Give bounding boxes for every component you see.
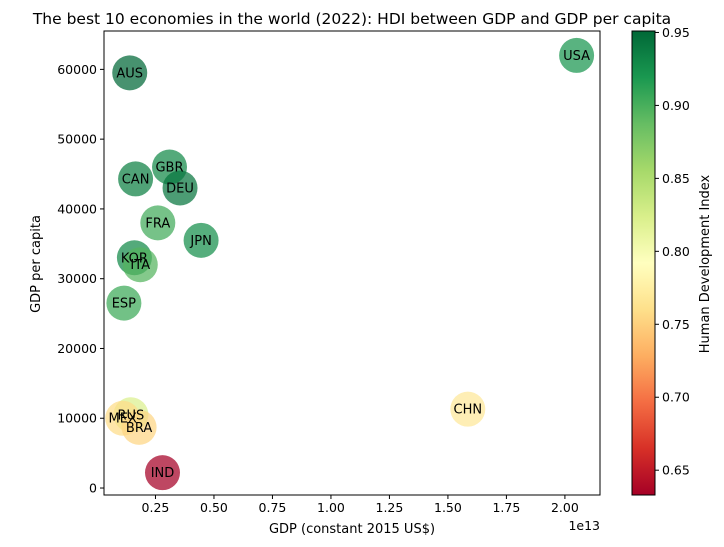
y-axis-label: GDP per capita [29,215,44,313]
bubble-label-deu: DEU [166,181,194,196]
colorbar-tick-label: 0.65 [662,463,690,478]
colorbar-gradient [631,30,656,496]
x-tick-label: 0.50 [200,500,228,515]
bubble-label-fra: FRA [145,216,170,231]
bubble-label-can: CAN [122,172,150,187]
x-tick-label: 0.25 [142,500,170,515]
bubble-label-mex: MEX [109,412,137,427]
bubble-aus [112,55,148,91]
x-tick-label: 2.00 [551,500,579,515]
colorbar-tick-label: 0.90 [662,98,690,113]
bubble-label-esp: ESP [112,297,136,312]
colorbar-tick-label: 0.85 [662,171,690,186]
bubble-chn [450,391,486,427]
bubble-label-ita: ITA [130,258,150,273]
bubble-bra [121,409,157,445]
y-tick-label: 40000 [57,201,97,216]
bubble-can [118,161,154,197]
y-tick-label: 20000 [57,341,97,356]
x-tick-label: 1.00 [317,500,345,515]
y-tick-label: 50000 [57,132,97,147]
bubble-fra [140,205,176,241]
chart-title: The best 10 economies in the world (2022… [32,10,671,28]
bubble-label-rus: RUS [117,408,144,423]
colorbar: 0.65 0.70 0.75 0.80 0.85 0.90 0.95 [631,25,690,496]
colorbar-tick-label: 0.75 [662,317,690,332]
bubble-deu [162,170,198,206]
colorbar-tick-label: 0.80 [662,244,690,259]
bubble-ind [144,455,180,491]
bubble-label-gbr: GBR [155,161,183,176]
x-tick-label: 1.75 [492,500,520,515]
bubble-label-ind: IND [151,466,175,481]
x-axis-offset-label: 1e13 [568,518,600,533]
y-tick-label: 0 [89,481,97,496]
bubble-ita [122,247,158,283]
x-axis-label: GDP (constant 2015 US$) [269,522,435,537]
colorbar-label: Human Development Index [698,174,713,353]
bubble-label-bra: BRA [126,421,152,436]
bubble-label-chn: CHN [454,403,483,418]
x-tick-label: 1.25 [376,500,404,515]
bubble-jpn [183,222,219,258]
colorbar-tick-label: 0.95 [662,25,690,40]
y-tick-label: 30000 [57,271,97,286]
bubble-esp [106,285,142,321]
bubble-usa [559,37,595,73]
y-tick-label: 10000 [57,411,97,426]
bubble-label-usa: USA [563,49,590,64]
x-tick-label: 0.75 [259,500,287,515]
y-tick-label: 60000 [57,62,97,77]
x-tick-label: 1.50 [434,500,462,515]
plot-frame [103,30,601,496]
bubble-label-aus: AUS [116,66,143,81]
colorbar-tick-label: 0.70 [662,390,690,405]
bubble-label-jpn: JPN [189,234,211,249]
bubble-label-kor: KOR [121,251,148,266]
